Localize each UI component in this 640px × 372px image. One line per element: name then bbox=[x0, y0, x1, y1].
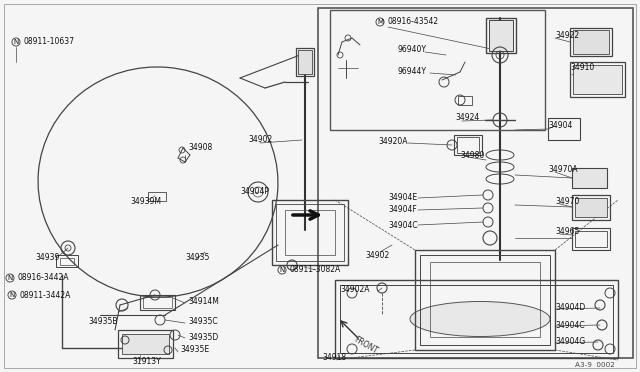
Text: 34904E: 34904E bbox=[388, 193, 417, 202]
Bar bbox=[489, 20, 513, 51]
Bar bbox=[575, 231, 607, 247]
Text: 34965: 34965 bbox=[555, 228, 579, 237]
Bar bbox=[458, 96, 472, 105]
Bar bbox=[457, 137, 479, 153]
Bar bbox=[276, 204, 344, 261]
Bar bbox=[548, 118, 580, 140]
Bar bbox=[486, 18, 516, 53]
Text: 34904C: 34904C bbox=[555, 321, 584, 330]
Bar bbox=[420, 255, 550, 345]
Text: 34939M: 34939M bbox=[130, 198, 161, 206]
Text: 34918: 34918 bbox=[322, 353, 346, 362]
Text: N: N bbox=[8, 275, 13, 281]
Ellipse shape bbox=[410, 301, 550, 337]
Bar bbox=[296, 48, 314, 76]
Text: 34902: 34902 bbox=[248, 135, 272, 144]
Text: 34970A: 34970A bbox=[548, 166, 578, 174]
Text: 34922: 34922 bbox=[555, 31, 579, 39]
Text: N: N bbox=[10, 292, 15, 298]
Text: 34970: 34970 bbox=[555, 198, 579, 206]
Text: 34920A: 34920A bbox=[378, 138, 408, 147]
Bar bbox=[573, 30, 609, 54]
Bar bbox=[340, 285, 613, 353]
Text: 34904D: 34904D bbox=[555, 304, 585, 312]
Bar bbox=[570, 28, 612, 56]
Bar bbox=[335, 280, 618, 358]
Text: A3-9  0002: A3-9 0002 bbox=[575, 362, 615, 368]
Text: 34904F: 34904F bbox=[388, 205, 417, 215]
Text: 96944Y: 96944Y bbox=[398, 67, 427, 77]
Text: 34902: 34902 bbox=[365, 250, 389, 260]
Bar bbox=[148, 192, 166, 201]
Text: M: M bbox=[377, 19, 383, 25]
Bar bbox=[285, 210, 335, 255]
Text: 34935: 34935 bbox=[185, 253, 209, 263]
Bar bbox=[573, 65, 622, 94]
Text: 34904C: 34904C bbox=[388, 221, 418, 230]
Bar bbox=[56, 255, 78, 267]
Text: 34914M: 34914M bbox=[188, 298, 219, 307]
Text: N: N bbox=[13, 39, 19, 45]
Bar bbox=[140, 295, 175, 310]
Text: 34910: 34910 bbox=[570, 64, 595, 73]
Text: 34902A: 34902A bbox=[340, 285, 369, 295]
Text: 34908: 34908 bbox=[188, 144, 212, 153]
Text: 34980: 34980 bbox=[460, 151, 484, 160]
Bar bbox=[572, 228, 610, 250]
Bar bbox=[570, 62, 625, 97]
Bar bbox=[118, 330, 173, 358]
Bar bbox=[330, 10, 545, 130]
Bar bbox=[454, 135, 482, 155]
Text: 34904P: 34904P bbox=[240, 187, 269, 196]
Text: 08916-43542: 08916-43542 bbox=[388, 17, 439, 26]
Text: 08911-3082A: 08911-3082A bbox=[290, 266, 341, 275]
Text: 96940Y: 96940Y bbox=[398, 45, 427, 55]
Text: FRONT: FRONT bbox=[352, 334, 379, 355]
Text: 08916-3442A: 08916-3442A bbox=[18, 273, 70, 282]
Bar bbox=[122, 334, 169, 354]
Bar bbox=[272, 200, 348, 265]
Text: N: N bbox=[280, 267, 285, 273]
Bar bbox=[572, 195, 610, 220]
Text: 31913Y: 31913Y bbox=[132, 357, 161, 366]
Text: 08911-3442A: 08911-3442A bbox=[20, 291, 72, 299]
Text: 34935E: 34935E bbox=[180, 346, 209, 355]
Bar bbox=[60, 258, 74, 265]
Text: 34939: 34939 bbox=[35, 253, 60, 263]
Text: 34904: 34904 bbox=[548, 121, 572, 129]
Text: 34935B: 34935B bbox=[88, 317, 118, 327]
Bar bbox=[572, 168, 607, 188]
Text: 34935C: 34935C bbox=[188, 317, 218, 327]
Bar bbox=[298, 50, 312, 74]
Bar bbox=[430, 262, 540, 337]
Bar bbox=[143, 297, 172, 308]
Bar bbox=[575, 198, 607, 217]
Text: 08911-10637: 08911-10637 bbox=[23, 38, 74, 46]
Text: 34904G: 34904G bbox=[555, 337, 585, 346]
Text: 34924: 34924 bbox=[455, 113, 479, 122]
Text: 34935D: 34935D bbox=[188, 333, 218, 341]
Bar bbox=[318, 8, 633, 358]
Bar bbox=[415, 250, 555, 350]
